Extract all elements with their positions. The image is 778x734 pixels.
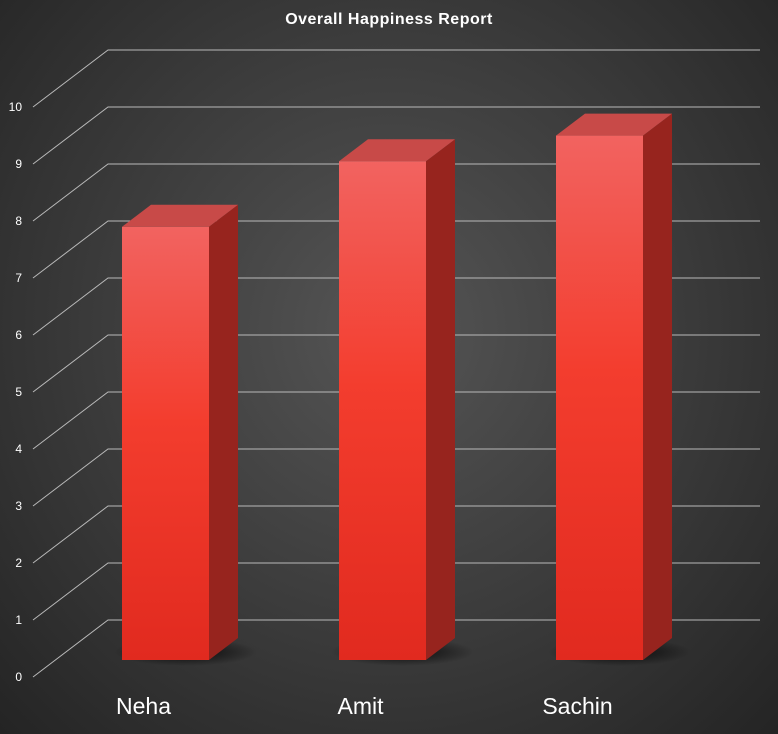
bar-front (122, 226, 209, 661)
y-tick-label: 1 (15, 613, 22, 627)
bar-neha (114, 204, 257, 666)
y-tick-label: 0 (15, 670, 22, 684)
bar-front (556, 135, 643, 661)
gridline (32, 562, 760, 621)
x-category-label: Neha (116, 693, 171, 719)
bar-amit (331, 139, 474, 666)
y-axis-ticks: 0 1 2 3 4 5 6 7 8 9 10 (9, 100, 23, 684)
gridline (32, 220, 760, 279)
gridline (32, 49, 760, 108)
bar-side (209, 204, 238, 661)
y-tick-label: 8 (15, 214, 22, 228)
y-tick-label: 6 (15, 328, 22, 342)
gridline (32, 163, 760, 222)
bar-top (339, 139, 455, 162)
bar-side (643, 113, 672, 661)
x-category-label: Amit (338, 693, 385, 719)
gridline (32, 106, 760, 165)
gridline (32, 619, 760, 678)
gridline (32, 277, 760, 336)
y-tick-label: 10 (9, 100, 23, 114)
gridline (32, 391, 760, 450)
gridline (32, 334, 760, 393)
gridline (32, 505, 760, 564)
y-tick-label: 4 (15, 442, 22, 456)
gridline (32, 448, 760, 507)
bar-top (556, 113, 672, 136)
gridlines (32, 49, 760, 678)
x-category-label: Sachin (542, 693, 612, 719)
bar-sachin (548, 113, 691, 666)
bar-side (426, 139, 455, 660)
y-tick-label: 2 (15, 556, 22, 570)
y-tick-label: 7 (15, 271, 22, 285)
x-axis-labels: Neha Amit Sachin (116, 693, 613, 719)
y-tick-label: 5 (15, 385, 22, 399)
bar-top (122, 204, 238, 227)
y-tick-label: 9 (15, 157, 22, 171)
y-tick-label: 3 (15, 499, 22, 513)
bars (114, 113, 691, 666)
chart-title: Overall Happiness Report (285, 11, 493, 28)
bar-front (339, 161, 426, 660)
